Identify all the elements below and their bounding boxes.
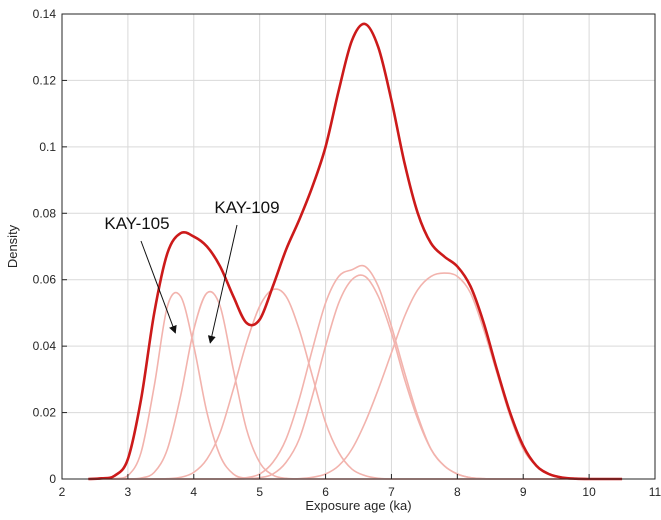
y-tick-label: 0.02	[33, 406, 57, 420]
x-tick-label: 3	[125, 485, 132, 499]
grid-lines	[61, 13, 656, 480]
x-tick-label: 7	[388, 485, 395, 499]
y-tick-label: 0.04	[33, 339, 57, 353]
y-axis-label: Density	[5, 224, 20, 268]
y-tick-label: 0.08	[33, 206, 57, 220]
x-tick-label: 10	[582, 485, 596, 499]
annotation-label: KAY-105	[104, 214, 169, 233]
x-tick-label: 6	[322, 485, 329, 499]
y-tick-label: 0.06	[33, 273, 57, 287]
x-tick-label: 11	[649, 485, 661, 499]
x-tick-label: 9	[520, 485, 527, 499]
plot-frame	[61, 13, 656, 480]
axis-ticks: 2 3 4 5 6 7 8 9 10 11 0 0.02 0.04 0.06 0.08 0.1 0.12 0.14	[33, 7, 661, 499]
x-tick-label: 5	[256, 485, 263, 499]
y-tick-label: 0	[49, 472, 56, 486]
sample-density-curve-1	[88, 291, 623, 480]
y-tick-label: 0.12	[33, 73, 57, 87]
annotations: KAY-105 KAY-109	[104, 198, 280, 344]
annotation-label: KAY-109	[214, 198, 279, 217]
annotation-arrow	[207, 224, 238, 344]
sample-density-curve-2	[88, 290, 623, 480]
y-tick-label: 0.1	[39, 140, 56, 154]
summary-density-curve	[88, 22, 623, 481]
x-tick-label: 8	[454, 485, 461, 499]
sample-density-curve-3	[88, 288, 623, 480]
x-tick-label: 2	[59, 485, 66, 499]
x-tick-label: 4	[190, 485, 197, 499]
annotation-arrow	[140, 240, 177, 334]
y-tick-label: 0.14	[33, 7, 57, 21]
density-curves	[88, 22, 623, 481]
x-axis-label: Exposure age (ka)	[305, 498, 411, 513]
